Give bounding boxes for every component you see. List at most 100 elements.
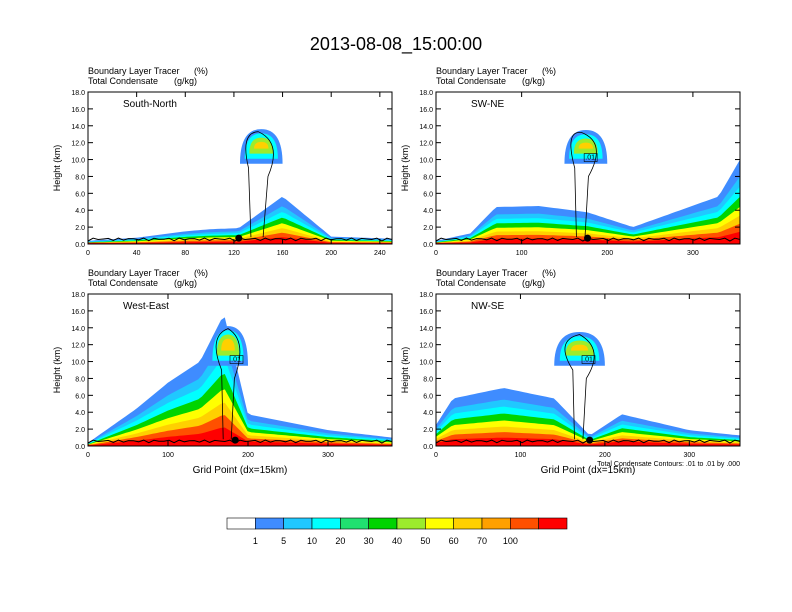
- y-tick-label: 16.0: [419, 107, 433, 114]
- y-tick-label: 18.0: [419, 292, 433, 299]
- contour-unit: (g/kg): [174, 278, 197, 288]
- x-tick-label: 200: [601, 250, 613, 257]
- y-tick-label: 8.0: [75, 376, 85, 383]
- contour-label-text: .01: [231, 357, 241, 364]
- y-tick-label: 2.0: [75, 427, 85, 434]
- colorbar-swatch: [396, 517, 426, 530]
- contour-label: Total Condensate: [436, 278, 506, 288]
- y-tick-label: 16.0: [71, 107, 85, 114]
- y-tick-label: 16.0: [71, 309, 85, 316]
- colorbar-swatch: [538, 517, 568, 530]
- y-tick-label: 14.0: [71, 326, 85, 333]
- colorbar: 1 5 10 20 30 40 50 60 70 100: [226, 517, 568, 546]
- x-tick-label: 0: [434, 250, 438, 257]
- x-axis-label: Grid Point (dx=15km): [193, 465, 288, 476]
- colorbar-swatch: [510, 517, 539, 530]
- y-tick-label: 8.0: [75, 174, 85, 181]
- contour-label-text: .01: [585, 155, 595, 162]
- colorbar-level: 30: [364, 536, 374, 546]
- panel-label: West-East: [123, 301, 169, 312]
- y-tick-label: 10.0: [419, 158, 433, 165]
- y-tick-label: 2.0: [423, 225, 433, 232]
- tracer-band: [436, 437, 740, 446]
- plot-frame: [435, 293, 741, 447]
- colorbar-level: 20: [335, 536, 345, 546]
- y-tick-label: 4.0: [423, 410, 433, 417]
- x-tick-label: 0: [86, 452, 90, 459]
- plot-frame: [87, 91, 393, 245]
- colorbar-swatch: [340, 517, 369, 530]
- y-tick-label: 12.0: [419, 141, 433, 148]
- field-label: Boundary Layer Tracer: [436, 268, 528, 278]
- y-tick-label: 2.0: [75, 225, 85, 232]
- x-tick-label: 300: [683, 452, 695, 459]
- colorbar-swatch: [425, 517, 454, 530]
- plot-area: [88, 129, 392, 244]
- x-tick-label: 80: [181, 250, 189, 257]
- y-tick-label: 0.0: [423, 444, 433, 451]
- y-axis-label: Height (km): [400, 347, 410, 394]
- tracer-band: [436, 231, 740, 244]
- y-tick-label: 16.0: [419, 309, 433, 316]
- x-tick-label: 240: [374, 250, 386, 257]
- x-tick-label: 200: [599, 452, 611, 459]
- x-tick-label: 300: [687, 250, 699, 257]
- contour-unit: (g/kg): [522, 76, 545, 86]
- panel-label: SW-NE: [471, 99, 504, 110]
- y-tick-label: 18.0: [419, 90, 433, 97]
- panels: Boundary Layer Tracer (%) Total Condensate…: [52, 66, 741, 476]
- field-label: Boundary Layer Tracer: [436, 66, 528, 76]
- field-unit: (%): [542, 66, 556, 76]
- y-tick-label: 12.0: [419, 343, 433, 350]
- field-unit: (%): [194, 268, 208, 278]
- colorbar-swatch: [368, 517, 398, 530]
- contour-unit: (g/kg): [522, 278, 545, 288]
- y-tick-label: 18.0: [71, 292, 85, 299]
- x-tick-label: 120: [228, 250, 240, 257]
- panel-nw-se: Boundary Layer Tracer (%) Total Condensate…: [400, 268, 741, 476]
- x-axis-label: Grid Point (dx=15km): [541, 465, 636, 476]
- x-tick-label: 100: [162, 452, 174, 459]
- colorbar-level: 40: [392, 536, 402, 546]
- x-tick-label: 0: [86, 250, 90, 257]
- y-tick-label: 0.0: [75, 444, 85, 451]
- tracer-band: [88, 237, 392, 244]
- x-tick-label: 40: [133, 250, 141, 257]
- y-tick-label: 18.0: [71, 90, 85, 97]
- footnote: Total Condensate Contours: .01 to .01 by…: [597, 461, 740, 468]
- y-axis-label: Height (km): [400, 145, 410, 192]
- contour-label: Total Condensate: [88, 278, 158, 288]
- y-tick-label: 4.0: [75, 410, 85, 417]
- field-unit: (%): [194, 66, 208, 76]
- x-tick-label: 200: [325, 250, 337, 257]
- panel-label: NW-SE: [471, 301, 504, 312]
- y-tick-label: 10.0: [71, 360, 85, 367]
- y-tick-label: 0.0: [423, 242, 433, 249]
- panel-sw-ne: Boundary Layer Tracer (%) Total Condensate…: [400, 66, 741, 257]
- contour-label-box: [581, 355, 596, 364]
- colorbar-level: 50: [420, 536, 430, 546]
- anvil-band: [221, 338, 235, 351]
- colorbar-level: 1: [253, 536, 258, 546]
- y-tick-label: 6.0: [75, 191, 85, 198]
- y-tick-label: 6.0: [423, 191, 433, 198]
- contour-unit: (g/kg): [174, 76, 197, 86]
- y-tick-label: 14.0: [419, 124, 433, 131]
- plot-area: [436, 130, 740, 244]
- plot-frame: [87, 293, 393, 447]
- y-tick-label: 10.0: [419, 360, 433, 367]
- plot-area: [88, 317, 392, 446]
- location-marker: [586, 436, 594, 444]
- y-tick-label: 10.0: [71, 158, 85, 165]
- anvil-band: [570, 344, 589, 351]
- figure-title: 2013-08-08_15:00:00: [310, 34, 482, 55]
- x-tick-label: 160: [277, 250, 289, 257]
- y-tick-label: 12.0: [71, 141, 85, 148]
- y-tick-label: 4.0: [75, 208, 85, 215]
- x-tick-label: 100: [516, 250, 528, 257]
- panel-west-east: Boundary Layer Tracer (%) Total Condensate…: [52, 268, 393, 476]
- y-tick-label: 14.0: [71, 124, 85, 131]
- condensate-contour: [564, 334, 595, 440]
- contour-label: Total Condensate: [436, 76, 506, 86]
- field-unit: (%): [542, 268, 556, 278]
